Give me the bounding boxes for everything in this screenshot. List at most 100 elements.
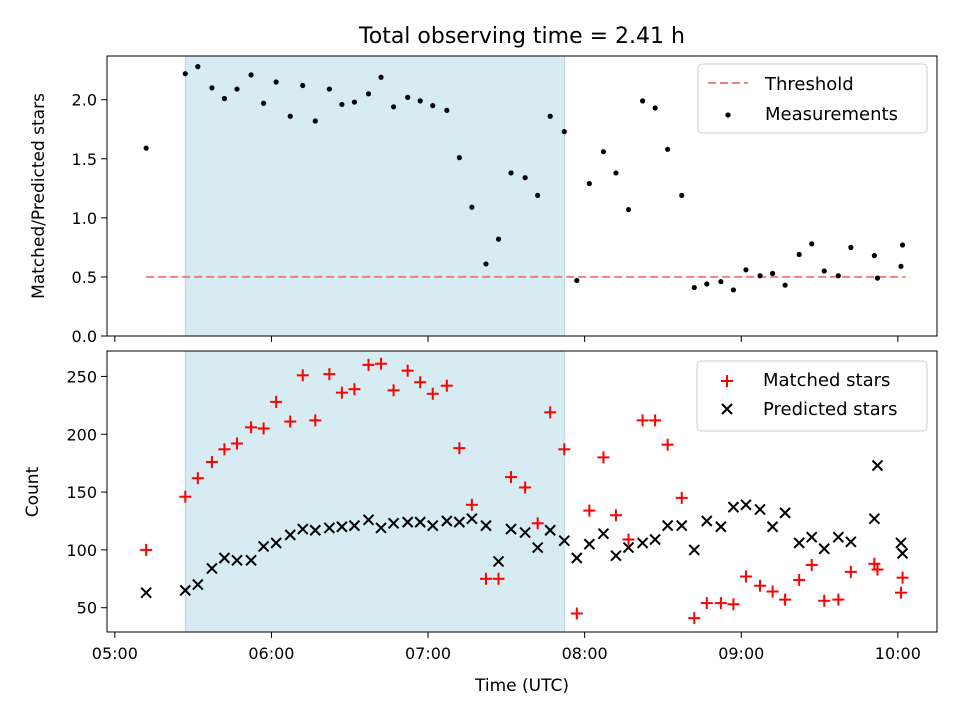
count-y-tick-label: 250: [66, 367, 97, 386]
measurement-point: [535, 192, 541, 199]
measurement-point: [625, 206, 632, 213]
measurement-point: [234, 86, 240, 92]
matched-star-point: [558, 443, 571, 456]
predicted-star-point: [661, 519, 674, 532]
measurement-point: [835, 273, 841, 279]
x-tick-label: 08:00: [562, 644, 608, 663]
matched-star-point: [688, 612, 701, 625]
predicted-star-point: [140, 586, 152, 599]
matched-star-point: [805, 558, 818, 571]
matched-star-point: [570, 607, 583, 620]
matched-star-point: [832, 593, 845, 606]
measurement-point: [405, 94, 411, 100]
count-legend-box: [696, 360, 928, 432]
predicted-star-point: [427, 519, 439, 532]
x-tick-label: 06:00: [248, 644, 294, 663]
measurement-point: [248, 72, 254, 78]
matched-star-point: [426, 387, 439, 400]
predicted-star-point: [257, 540, 270, 553]
predicted-star-point: [896, 547, 909, 560]
predicted-star-point: [218, 552, 231, 564]
measurement-point: [769, 270, 776, 276]
measurement-point: [718, 279, 724, 285]
count-panel: 50 100 150 200 250 05:00 06:00 07:00 08:00 09:00…: [23, 350, 938, 696]
predicted-star-point: [649, 533, 661, 546]
measurement-point: [561, 129, 567, 135]
predicted-star-point: [348, 519, 361, 532]
matched-star-point: [179, 490, 192, 503]
predicted-star-point: [505, 523, 517, 535]
matched-star-point: [479, 572, 492, 585]
legend-matched-label: Matched stars: [763, 370, 890, 391]
measurement-point: [195, 64, 201, 70]
predicted-star-point: [818, 543, 830, 555]
observing-window-shade: [184, 350, 565, 633]
predicted-star-point: [323, 522, 336, 534]
count-y-axis-label: Count: [23, 466, 43, 517]
measurement-point: [326, 86, 332, 92]
measurement-point: [365, 91, 372, 97]
legend-predicted-label: Predicted stars: [763, 399, 897, 420]
ratio-y-tick-label: 0.5: [72, 268, 97, 287]
predicted-star-point: [519, 526, 531, 539]
predicted-star-point: [636, 537, 649, 549]
matched-star-point: [636, 414, 649, 427]
matched-star-point: [793, 573, 806, 586]
matched-star-point: [245, 421, 258, 434]
predicted-star-point: [779, 507, 791, 519]
matched-star-point: [871, 563, 884, 576]
matched-star-point: [609, 509, 622, 522]
matched-star-point: [335, 386, 348, 399]
ratio-y-tick-label: 2.0: [72, 91, 97, 110]
matched-star-point: [401, 364, 414, 377]
predicted-star-point: [754, 503, 766, 516]
ratio-panel: 0.0 0.5 1.0 1.5 2.0 Total observing time = 2…: [29, 24, 938, 346]
matched-star-point: [739, 570, 752, 583]
predicted-star-point: [401, 516, 414, 528]
measurement-point: [495, 236, 502, 242]
x-axis-label: Time (UTC): [474, 676, 569, 696]
predicted-star-point: [206, 562, 218, 575]
predicted-star-point: [676, 519, 688, 532]
predicted-star-point: [336, 521, 348, 533]
ratio-y-tick-label: 0.0: [72, 327, 97, 346]
predicted-star-point: [179, 584, 192, 597]
measurement-point: [743, 267, 749, 273]
predicted-star-point: [597, 528, 610, 540]
matched-star-point: [284, 415, 297, 428]
matched-star-point: [844, 565, 857, 578]
predicted-star-point: [297, 523, 309, 535]
legend-predicted-swatch: [721, 403, 733, 415]
count-y-tick-label: 100: [66, 541, 97, 560]
matched-star-point: [387, 384, 400, 397]
measurement-point: [522, 175, 528, 181]
matched-star-point: [661, 438, 674, 451]
matched-star-point: [754, 579, 767, 592]
matched-star-point: [309, 414, 322, 427]
matched-star-point: [323, 368, 336, 381]
measurement-point: [351, 99, 358, 105]
predicted-star-point: [868, 512, 881, 525]
x-tick-label: 09:00: [718, 644, 764, 663]
measurement-point: [547, 113, 553, 119]
predicted-star-point: [531, 541, 544, 554]
matched-star-point: [519, 481, 532, 494]
predicted-star-point: [740, 499, 752, 511]
measurement-point: [848, 244, 854, 250]
predicted-star-point: [806, 531, 818, 543]
predicted-star-point: [793, 537, 805, 549]
predicted-star-point: [492, 555, 505, 568]
matched-star-point: [505, 471, 518, 484]
matched-star-point: [191, 472, 204, 485]
matched-star-point: [440, 379, 453, 392]
count-legend: Matched stars Predicted stars: [696, 360, 928, 432]
measurement-point: [182, 71, 188, 77]
measurement-point: [639, 98, 646, 104]
measurement-point: [730, 287, 737, 293]
measurement-point: [273, 79, 279, 85]
measurement-point: [613, 170, 619, 176]
ratio-y-axis-label: Matched/Predicted stars: [29, 93, 49, 299]
predicted-star-point: [480, 519, 492, 532]
matched-star-point: [896, 571, 909, 584]
